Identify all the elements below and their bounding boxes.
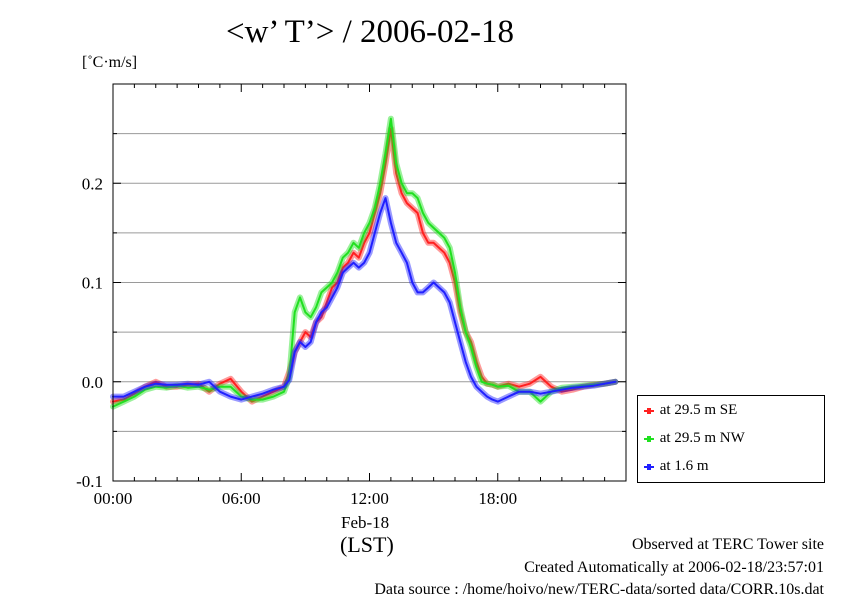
- legend-item-1-6m: at 1.6 m: [644, 458, 709, 478]
- x-date-label: Feb-18: [341, 513, 390, 532]
- y-tick-label: 0.0: [82, 373, 103, 392]
- x-tick-label: 00:00: [94, 489, 133, 508]
- grid-lines: [113, 133, 626, 432]
- footer-site: Observed at TERC Tower site: [631, 536, 824, 553]
- series-line: [112, 197, 617, 403]
- x-tick-label: 12:00: [350, 489, 389, 508]
- x-axis-label: (LST): [340, 532, 394, 557]
- footer-source: Data source : /home/hoivo/new/TERC-data/…: [374, 581, 824, 598]
- y-axis-unit-label: [˚C·m/s]: [82, 54, 138, 71]
- x-tick-label: 18:00: [478, 489, 517, 508]
- x-tick-label: 06:00: [222, 489, 261, 508]
- y-tick-label: -0.1: [76, 472, 103, 491]
- legend-label: at 29.5 m SE: [659, 402, 738, 418]
- series-lines: [110, 115, 619, 410]
- series-line: [112, 117, 617, 408]
- legend-swatch: [644, 463, 654, 470]
- legend-label: at 29.5 m NW: [659, 430, 745, 446]
- legend: at 29.5 m SE at 29.5 m NW at 1.6 m: [637, 395, 825, 483]
- legend-swatch: [644, 407, 654, 414]
- legend-item-se: at 29.5 m SE: [644, 402, 737, 422]
- y-tick-label: 0.1: [82, 274, 103, 293]
- legend-label: at 1.6 m: [659, 458, 709, 474]
- footer-created: Created Automatically at 2006-02-18/23:5…: [524, 559, 824, 576]
- tick-labels: 00:00 06:00 12:00 18:00 -0.1 0.0 0.1 0.2: [76, 174, 517, 508]
- axes: [112, 83, 627, 482]
- chart-title: <w’ T’> / 2006-02-18: [225, 14, 515, 50]
- legend-item-nw: at 29.5 m NW: [644, 430, 745, 450]
- legend-swatch: [644, 435, 654, 442]
- y-tick-label: 0.2: [82, 174, 103, 193]
